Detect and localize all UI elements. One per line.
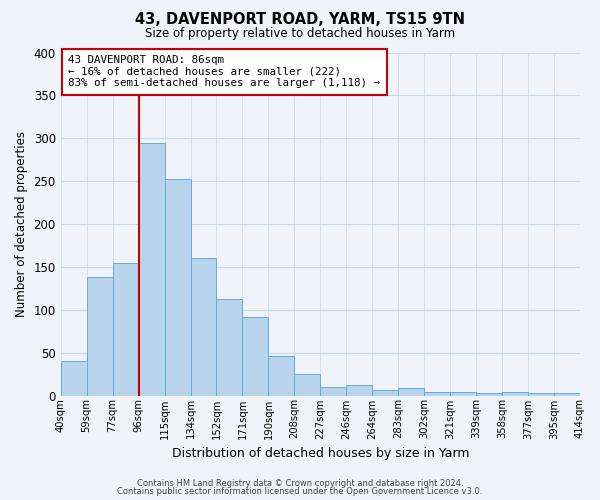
Text: Contains HM Land Registry data © Crown copyright and database right 2024.: Contains HM Land Registry data © Crown c…	[137, 478, 463, 488]
Bar	[268, 356, 295, 396]
Bar	[295, 374, 320, 396]
Bar	[450, 392, 476, 396]
Bar	[502, 392, 528, 396]
Bar	[217, 298, 242, 396]
Y-axis label: Number of detached properties: Number of detached properties	[15, 131, 28, 317]
Text: Size of property relative to detached houses in Yarm: Size of property relative to detached ho…	[145, 28, 455, 40]
Bar	[86, 277, 113, 396]
Bar	[320, 387, 346, 396]
Text: Contains public sector information licensed under the Open Government Licence v3: Contains public sector information licen…	[118, 487, 482, 496]
Bar	[554, 393, 580, 396]
Bar	[372, 390, 398, 396]
Bar	[191, 258, 217, 396]
Bar	[164, 180, 191, 396]
Bar	[113, 262, 139, 396]
Bar	[346, 385, 372, 396]
Bar	[528, 393, 554, 396]
Bar	[476, 393, 502, 396]
Bar	[398, 388, 424, 396]
Bar	[424, 392, 450, 396]
Bar	[61, 361, 86, 396]
Bar	[139, 142, 164, 396]
X-axis label: Distribution of detached houses by size in Yarm: Distribution of detached houses by size …	[172, 447, 469, 460]
Bar	[242, 318, 268, 396]
Text: 43, DAVENPORT ROAD, YARM, TS15 9TN: 43, DAVENPORT ROAD, YARM, TS15 9TN	[135, 12, 465, 28]
Text: 43 DAVENPORT ROAD: 86sqm
← 16% of detached houses are smaller (222)
83% of semi-: 43 DAVENPORT ROAD: 86sqm ← 16% of detach…	[68, 55, 380, 88]
